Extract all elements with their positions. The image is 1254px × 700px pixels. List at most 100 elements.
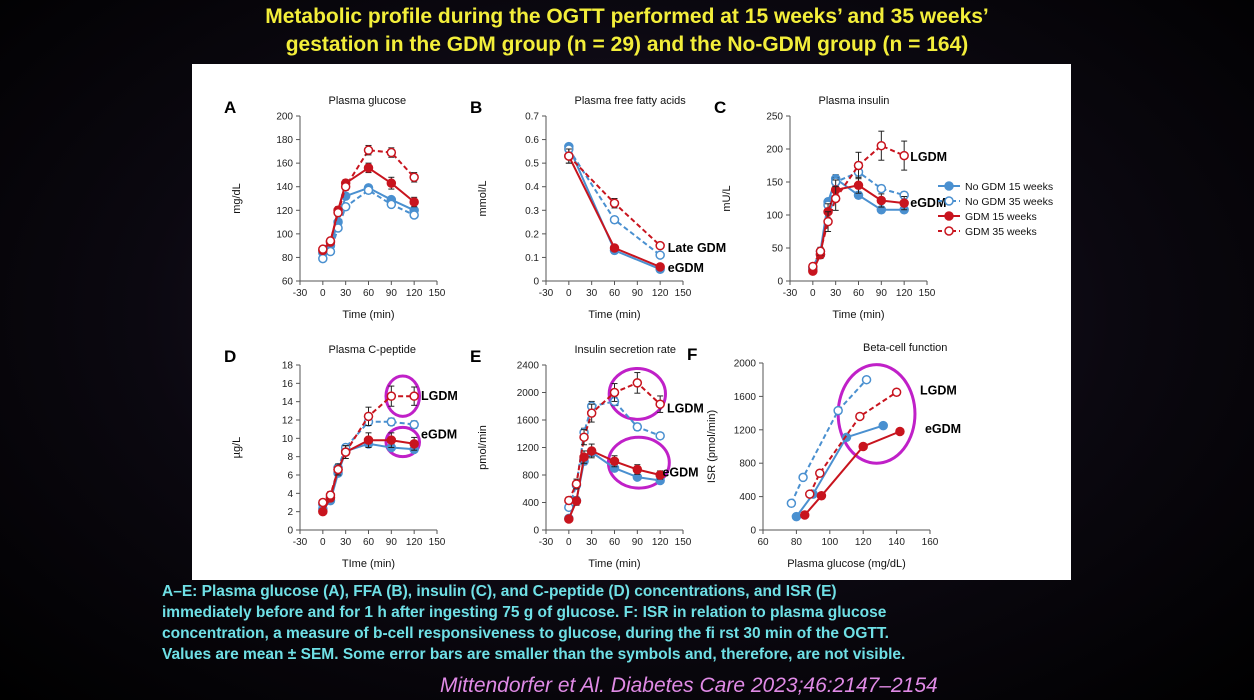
legend-marker — [944, 181, 954, 191]
y-tick-label: 2000 — [517, 388, 540, 399]
x-tick-label: 90 — [632, 537, 644, 548]
annotation-lgdm: LGDM — [920, 384, 957, 398]
y-tick-label: 1200 — [517, 443, 540, 454]
y-tick-label: 2000 — [734, 359, 757, 370]
x-tick-label: 90 — [632, 288, 644, 299]
x-tick-label: 120 — [652, 537, 669, 548]
y-axis-label: pmol/min — [477, 425, 489, 470]
y-tick-label: 0.3 — [525, 206, 539, 217]
data-point — [609, 243, 620, 253]
legend-marker — [944, 226, 954, 236]
y-tick-label: 800 — [739, 459, 756, 470]
panel-title: Plasma C-peptide — [329, 344, 416, 356]
y-tick-label: 6 — [287, 471, 293, 482]
y-axis-label: mg/dL — [231, 183, 243, 214]
panel-title: Plasma free fatty acids — [575, 95, 687, 107]
data-point — [655, 470, 665, 480]
x-tick-label: 120 — [896, 288, 913, 299]
x-axis-label: Plasma glucose (mg/dL) — [787, 558, 906, 570]
data-point — [876, 183, 887, 194]
data-point — [363, 145, 374, 155]
data-point — [609, 198, 620, 208]
x-tick-label: 150 — [919, 288, 936, 299]
panel-letter: D — [224, 347, 236, 366]
caption-line-3: concentration, a measure of b-cell respo… — [162, 625, 889, 642]
x-tick-label: 0 — [810, 288, 816, 299]
legend: No GDM 15 weeks No GDM 35 weeks GDM 15 wee… — [938, 181, 1053, 238]
y-tick-label: 60 — [282, 277, 294, 288]
x-axis-label: Time (min) — [342, 309, 394, 321]
data-point — [340, 202, 351, 212]
data-point — [325, 490, 336, 500]
y-tick-label: 18 — [282, 361, 294, 372]
data-point — [855, 411, 865, 422]
x-tick-label: 30 — [586, 537, 598, 548]
x-tick-label: 120 — [406, 288, 423, 299]
x-tick-label: 60 — [853, 288, 865, 299]
y-tick-label: 400 — [522, 498, 539, 509]
y-tick-label: 120 — [276, 206, 293, 217]
panel-a: -30 0 30 60 90 120 150 60 80 100 120 140 160 180 200 A P… — [224, 95, 446, 321]
data-point — [655, 431, 665, 441]
x-tick-label: 140 — [888, 537, 905, 548]
data-point — [808, 261, 818, 272]
annotation-lgdm: LGDM — [667, 401, 704, 415]
x-tick-label: 30 — [830, 288, 842, 299]
data-point — [805, 489, 815, 499]
data-point — [318, 244, 328, 254]
panel-letter: B — [470, 98, 482, 117]
data-point — [876, 195, 887, 206]
y-tick-label: 1600 — [517, 416, 540, 427]
x-tick-label: 120 — [406, 537, 423, 548]
x-tick-label: -30 — [293, 537, 308, 548]
data-point — [841, 432, 852, 443]
y-tick-label: 150 — [766, 178, 783, 189]
annotation-egdm: eGDM — [421, 428, 457, 442]
data-point — [891, 387, 902, 397]
data-point — [564, 495, 574, 506]
data-point — [363, 435, 374, 445]
y-tick-label: 2 — [287, 507, 293, 518]
annotation-late-gdm: Late GDM — [668, 241, 726, 255]
x-tick-label: 0 — [320, 288, 326, 299]
y-tick-label: 160 — [276, 159, 293, 170]
data-point — [791, 511, 802, 522]
data-point — [333, 207, 343, 218]
data-point — [386, 391, 397, 401]
data-point — [655, 399, 665, 409]
y-tick-label: 400 — [739, 492, 756, 503]
data-point — [409, 172, 419, 183]
data-point — [409, 391, 419, 401]
data-point — [318, 506, 328, 517]
data-point — [632, 422, 643, 432]
data-point — [579, 452, 589, 462]
data-point — [815, 468, 825, 478]
series-line-no-gdm-15-weeks — [795, 424, 884, 518]
data-point — [830, 193, 841, 204]
highlight-ellipse-lgdm — [384, 374, 421, 418]
data-point — [333, 464, 343, 475]
panel-e: -30 0 30 60 90 120 15004008001200160020002400E… — [470, 344, 704, 570]
x-tick-label: 60 — [609, 537, 621, 548]
series-line-gdm-15-weeks — [804, 430, 901, 516]
y-tick-label: 0.7 — [525, 112, 539, 123]
x-tick-label: 100 — [821, 537, 838, 548]
panel-title: Beta-cell function — [863, 342, 947, 354]
y-tick-label: 14 — [282, 397, 294, 408]
x-tick-label: 150 — [429, 288, 446, 299]
panel-title: Plasma glucose — [329, 95, 407, 107]
y-tick-label: 4 — [287, 489, 293, 500]
x-tick-label: 90 — [386, 288, 398, 299]
caption-line-2: immediately before and for 1 h after ing… — [162, 604, 887, 621]
y-tick-label: 800 — [522, 471, 539, 482]
slide-title: Metabolic profile during the OGTT perfor… — [0, 3, 1254, 59]
data-point — [579, 432, 589, 442]
data-point — [798, 472, 808, 483]
x-tick-label: 0 — [566, 288, 572, 299]
data-point — [609, 456, 620, 466]
y-tick-label: 10 — [282, 434, 294, 445]
x-tick-label: 30 — [340, 288, 352, 299]
x-tick-label: 160 — [922, 537, 939, 548]
